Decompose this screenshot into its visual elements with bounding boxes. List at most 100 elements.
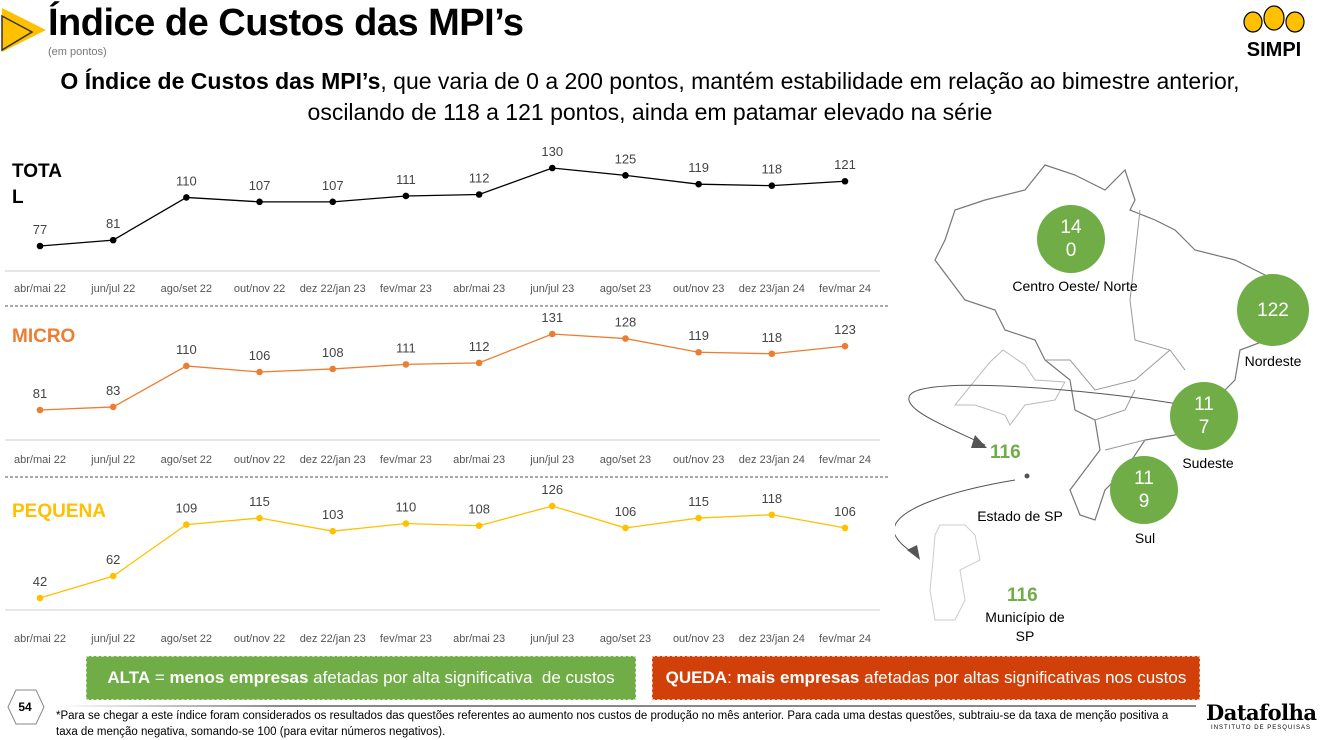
data-label: 107 (249, 178, 271, 193)
data-label: 109 (176, 501, 198, 516)
label-centro-oeste-norte: Centro Oeste/ Norte (1012, 278, 1138, 294)
x-tick-label: out/nov 23 (673, 633, 724, 645)
data-point (841, 342, 849, 350)
data-point (36, 406, 44, 414)
x-tick-label: dez 23/jan 24 (739, 633, 805, 645)
data-point (841, 524, 849, 532)
data-label: 118 (761, 162, 782, 177)
x-tick-label: ago/set 22 (161, 454, 212, 466)
data-point (36, 594, 44, 602)
data-label: 118 (761, 491, 782, 506)
data-point (548, 330, 556, 338)
data-label: 123 (834, 322, 856, 337)
x-tick-label: out/nov 23 (673, 454, 724, 466)
x-tick-label: fev/mar 24 (819, 283, 871, 295)
data-label: 108 (322, 345, 344, 360)
data-label: 126 (541, 482, 563, 497)
x-tick-label: abr/mai 22 (14, 283, 66, 295)
data-label: 125 (615, 151, 637, 166)
label-sul: Sul (1134, 530, 1156, 546)
x-tick-label: ago/set 23 (600, 454, 651, 466)
x-tick-label: jun/jul 23 (529, 633, 574, 645)
data-label: 110 (176, 342, 197, 357)
x-tick-label: fev/mar 23 (380, 454, 432, 466)
bubble-sudeste: 11 7 (1170, 382, 1238, 450)
data-label: 42 (33, 574, 47, 589)
data-label: 106 (834, 504, 856, 519)
headline: O Índice de Custos das MPI’s, que varia … (60, 66, 1240, 128)
data-label: 119 (688, 328, 709, 343)
data-label: 111 (396, 172, 416, 187)
data-label: 130 (541, 144, 563, 159)
data-point (183, 521, 190, 528)
x-tick-label: abr/mai 23 (453, 633, 505, 645)
x-tick-label: dez 22/jan 23 (300, 633, 366, 645)
series-line-pequena (39, 505, 846, 599)
x-tick-label: out/nov 22 (234, 283, 285, 295)
data-point (256, 368, 263, 376)
series-line-micro (39, 333, 846, 411)
data-point (475, 359, 483, 367)
page-title: Índice de Custos das MPI’s (48, 2, 524, 44)
series-label-total: TOTA (12, 161, 62, 182)
x-tick-label: fev/mar 24 (819, 454, 871, 466)
estado-sp-value: 116 (990, 442, 1021, 463)
x-tick-label: out/nov 22 (234, 633, 285, 645)
play-arrow-icon (1, 8, 46, 52)
footnote: *Para se chegar a este índice foram cons… (56, 710, 1169, 738)
data-label: 112 (469, 339, 490, 354)
data-label: 107 (322, 178, 344, 193)
x-tick-label: fev/mar 23 (380, 283, 432, 295)
x-tick-label: dez 22/jan 23 (300, 454, 366, 466)
line-charts: TOTA L 77 81 110 107 107 111 112 130 125 119 118 121 a… (5, 144, 890, 645)
label-municipio-sp: Município de SP (985, 609, 1065, 644)
data-label: 108 (468, 502, 490, 517)
simpi-logo: SIMPI (1236, 4, 1312, 62)
label-nordeste: Nordeste (1244, 353, 1302, 369)
data-point (402, 361, 410, 368)
data-point (622, 335, 629, 342)
data-label: 131 (541, 310, 563, 325)
data-point (841, 177, 849, 185)
x-tick-label: abr/mai 22 (14, 633, 66, 645)
data-label: 128 (615, 315, 637, 330)
data-point (548, 502, 556, 510)
data-point (109, 572, 117, 580)
data-label: 110 (176, 173, 197, 188)
data-point (36, 242, 44, 250)
footer-divider (56, 705, 1196, 707)
x-tick-label: dez 23/jan 24 (739, 283, 805, 295)
x-tick-label: ago/set 23 (600, 633, 651, 645)
data-point (402, 520, 410, 527)
data-point (695, 180, 702, 188)
data-label: 115 (249, 494, 270, 509)
data-label: 62 (106, 552, 120, 567)
x-tick-label: dez 23/jan 24 (739, 454, 805, 466)
data-point (475, 522, 483, 530)
municipio-sp-value: 116 (1007, 585, 1038, 606)
x-tick-label: jun/jul 22 (90, 633, 135, 645)
data-point (256, 514, 263, 522)
legend-queda: QUEDA: mais empresas afetadas por altas … (652, 656, 1200, 700)
headline-bold: O Índice de Custos das MPI’s (60, 68, 381, 94)
data-label: 77 (33, 222, 47, 237)
data-label: 118 (761, 330, 782, 345)
data-point (109, 236, 117, 244)
x-tick-label: jun/jul 23 (529, 283, 574, 295)
headline-text: , que varia de 0 a 200 pontos, mantém es… (307, 68, 1240, 125)
x-tick-label: ago/set 23 (600, 283, 651, 295)
series-label-micro: MICRO (12, 326, 75, 347)
label-sudeste: Sudeste (1182, 455, 1234, 471)
x-tick-label: jun/jul 22 (90, 283, 135, 295)
x-tick-label: ago/set 22 (161, 633, 212, 645)
page-subtitle: (em pontos) (48, 46, 107, 58)
data-label: 106 (615, 504, 637, 519)
bees-icon (1243, 5, 1305, 33)
data-label: 81 (106, 216, 120, 231)
data-point (183, 362, 190, 370)
data-label: 111 (396, 340, 416, 355)
brazil-outline (895, 164, 1276, 621)
datafolha-logo: Datafolha INSTITUTO DE PESQUISAS (1206, 700, 1317, 731)
data-point (329, 527, 337, 535)
data-point (768, 511, 776, 519)
